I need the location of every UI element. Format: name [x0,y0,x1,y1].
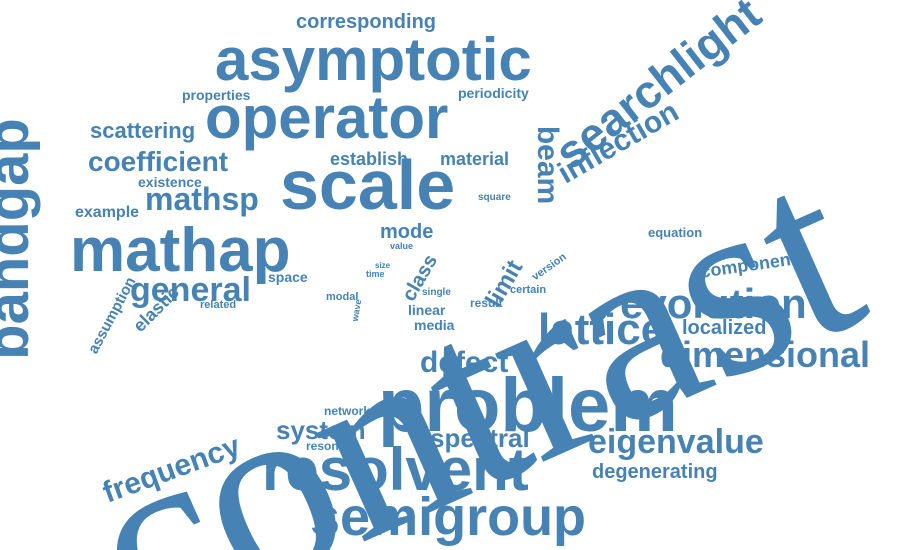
word-mode: mode [380,221,434,243]
word-equation: equation [648,225,703,240]
word-corresponding: corresponding [296,11,437,33]
word-dimensional: dimensional [660,334,871,375]
word-properties: properties [182,87,251,103]
word-problem: problem [378,363,678,448]
word-space: space [268,269,308,285]
word-establish: establish [330,149,409,169]
word-value: value [390,241,414,251]
word-beam: beam [531,125,565,205]
word-eigenvalue: eigenvalue [588,423,764,461]
word-existence: existence [138,174,202,190]
word-single: single [422,287,451,298]
word-localized: localized [682,317,767,339]
word-lattice: lattice [538,305,666,354]
word-scattering: scattering [90,118,196,143]
word-semigroup: semigroup [310,487,587,547]
word-operator: operator [205,84,449,151]
word-scale: scale [280,146,456,224]
word-resonant: resonant [306,439,357,453]
word-periodicity: periodicity [458,85,529,101]
word-time: time [366,269,385,279]
word-resolvent: resolvent [262,436,529,503]
word-size: size [375,261,391,270]
word-system: system [276,415,366,445]
word-material: material [440,149,510,169]
word-example: example [75,204,140,221]
word-certain: certain [510,284,547,296]
word-bandgap: bandgap [0,118,41,360]
word-network: network [324,404,371,418]
word-asymptotic: asymptotic [215,26,532,93]
word-result: result [470,296,503,310]
word-media: media [414,317,455,333]
word-assumption: assumption [84,274,140,357]
word-mathap: mathap [70,216,291,285]
word-mathsp: mathsp [145,181,259,217]
word-degenerating: degenerating [592,461,718,483]
word-coefficient: coefficient [88,146,229,177]
word-related: related [200,299,237,311]
word-modal: modal [326,291,359,303]
word-evolution: evolution [620,280,807,327]
word-defect: defect [420,346,509,379]
word-square: square [478,192,511,203]
word-linear: linear [408,302,446,318]
word-spectral: spectral [430,423,530,453]
word-general: general [130,271,251,309]
